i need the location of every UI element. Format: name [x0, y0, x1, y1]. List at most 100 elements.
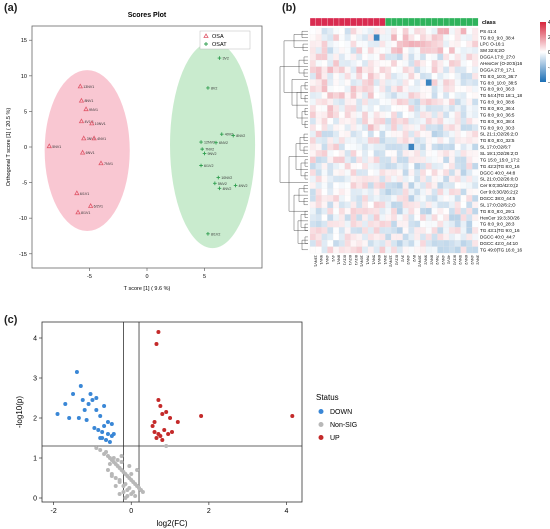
heatmap-cell — [443, 182, 450, 189]
heatmap-cell — [425, 207, 432, 215]
heatmap-cell — [344, 72, 351, 80]
heatmap-cell — [448, 233, 456, 241]
heatmap-cell — [379, 207, 386, 215]
heatmap-cell — [437, 214, 444, 222]
heatmap-cell — [356, 188, 363, 196]
heatmap-cell — [362, 214, 369, 222]
heatmap-cell — [367, 195, 374, 202]
osat-point — [200, 147, 204, 151]
heatmap-cell — [309, 207, 316, 215]
heatmap-cell — [448, 72, 456, 80]
point-label: 6/1V2 — [204, 164, 213, 168]
legend-label: UP — [330, 435, 340, 442]
down-point — [94, 408, 99, 412]
down-point — [104, 438, 109, 442]
heatmap-cell — [466, 175, 473, 183]
osat-point — [199, 163, 203, 168]
heatmap-cell — [367, 246, 374, 254]
heatmap-cell — [327, 240, 334, 247]
heatmap-cell — [379, 130, 386, 138]
panel-label-c: (c) — [4, 314, 18, 326]
heatmap-cell — [414, 105, 421, 112]
point-label: 6NV2 — [219, 141, 228, 145]
down-point — [82, 408, 87, 412]
heatmap-cell — [321, 162, 328, 170]
heatmap-cell — [402, 111, 409, 119]
heatmap-cell — [466, 47, 473, 54]
heatmap-cell — [367, 137, 374, 144]
heatmap-cell — [344, 220, 351, 228]
heatmap-cell — [327, 105, 334, 112]
heatmap-cell — [333, 124, 340, 132]
heatmap-cell — [414, 66, 421, 74]
heatmap-cell — [350, 246, 357, 254]
heatmap-cell — [356, 60, 363, 67]
heatmap-cell — [356, 201, 363, 209]
heatmap-cell — [327, 195, 334, 202]
heatmap-cell — [454, 214, 461, 222]
heatmap-cell — [309, 175, 316, 183]
heatmap-cell — [402, 201, 409, 209]
heatmap-cell — [472, 47, 479, 54]
heatmap-cell — [437, 227, 444, 234]
heatmap-cell — [333, 60, 340, 67]
heatmap-cell — [321, 66, 328, 74]
heatmap-cell — [396, 156, 403, 164]
heatmap-cell — [391, 227, 398, 234]
heatmap-cell — [402, 150, 409, 157]
heatmap-cell — [443, 233, 450, 241]
down-point — [107, 440, 112, 444]
heatmap-cell — [414, 53, 421, 61]
heatmap-cell — [367, 182, 374, 189]
heatmap-cell — [321, 105, 328, 112]
heatmap-cell — [454, 72, 461, 80]
heatmap-cell — [350, 195, 357, 202]
heatmap-cell — [379, 60, 386, 67]
heatmap-cell — [414, 233, 421, 241]
heatmap-cell — [396, 150, 403, 157]
heatmap-cell — [414, 227, 421, 234]
heatmap-cell — [338, 47, 345, 54]
heatmap-cell — [327, 79, 334, 87]
heatmap-cell — [333, 201, 340, 209]
heatmap-cell — [391, 246, 398, 254]
heatmap-cell — [327, 98, 334, 106]
heatmap-cell — [437, 130, 444, 138]
non-sig-point — [109, 474, 114, 478]
heatmap-cell — [333, 98, 340, 106]
heatmap-cell — [419, 240, 427, 247]
heatmap-cell — [356, 156, 363, 164]
heatmap-cell — [350, 227, 357, 234]
heatmap-cell — [443, 195, 450, 202]
heatmap-cell — [443, 117, 450, 125]
heatmap-cell — [431, 79, 438, 87]
heatmap-cell — [321, 175, 328, 183]
heatmap-cell — [344, 27, 351, 35]
heatmap-cell — [402, 182, 409, 189]
heatmap-cell — [379, 79, 386, 87]
column-label: 10NV2 — [418, 255, 423, 267]
row-label: TG 43:1|TG 9:0_16 — [480, 228, 520, 233]
heatmap-cell — [373, 182, 380, 189]
heatmap-cell — [385, 130, 392, 138]
heatmap-cell — [425, 53, 432, 61]
osat-point — [233, 183, 238, 188]
heatmap-cell — [367, 40, 374, 48]
class-cell — [414, 17, 421, 27]
x-tick-label: -2 — [51, 508, 57, 515]
heatmap-cell — [327, 201, 334, 209]
heatmap-cell — [460, 195, 467, 202]
heatmap-cell — [402, 92, 409, 99]
heatmap-cell — [327, 150, 334, 157]
heatmap-cell — [356, 85, 363, 93]
heatmap-cell — [327, 117, 334, 125]
class-cell — [350, 17, 357, 27]
heatmap-cell — [414, 85, 421, 93]
heatmap-cell — [362, 156, 369, 164]
plot-frame — [41, 321, 303, 503]
heatmap-cell — [385, 137, 392, 144]
heatmap-cell — [443, 47, 450, 54]
heatmap-cell — [373, 60, 380, 67]
heatmap-cell — [385, 98, 392, 106]
heatmap-cell — [443, 92, 450, 99]
